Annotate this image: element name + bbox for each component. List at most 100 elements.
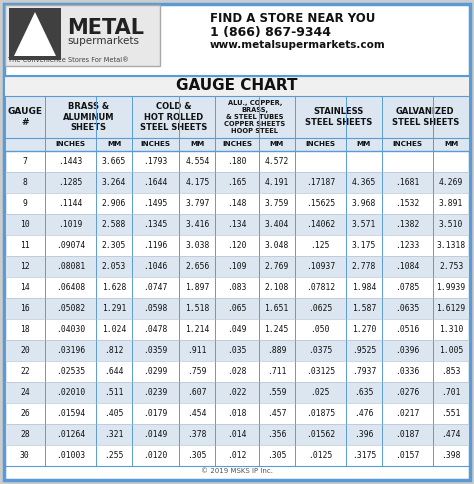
Text: 1.291: 1.291 [102, 304, 126, 313]
Text: .1532: .1532 [395, 199, 419, 208]
Text: .0299: .0299 [144, 367, 168, 376]
Text: 2.906: 2.906 [102, 199, 126, 208]
Text: .0336: .0336 [395, 367, 419, 376]
Text: www.metalsupermarkets.com: www.metalsupermarkets.com [210, 40, 386, 50]
Text: METAL: METAL [67, 18, 144, 38]
Text: 1.984: 1.984 [352, 283, 376, 292]
Text: .09074: .09074 [56, 241, 85, 250]
Text: .0239: .0239 [144, 388, 168, 397]
Bar [5, 172, 469, 193]
Text: .305: .305 [267, 451, 286, 460]
Text: .148: .148 [227, 199, 247, 208]
Text: INCHES: INCHES [392, 141, 423, 148]
Text: .551: .551 [441, 409, 461, 418]
Text: .1285: .1285 [58, 178, 82, 187]
Text: .17187: .17187 [306, 178, 335, 187]
Text: 1.024: 1.024 [102, 325, 126, 334]
Text: INCHES: INCHES [305, 141, 335, 148]
Text: 8: 8 [22, 178, 27, 187]
Text: .701: .701 [441, 388, 461, 397]
Text: 1.897: 1.897 [185, 283, 210, 292]
Text: MM: MM [444, 141, 458, 148]
Text: .180: .180 [227, 157, 247, 166]
Text: 24: 24 [20, 388, 30, 397]
Text: 3.510: 3.510 [439, 220, 464, 229]
Text: .635: .635 [354, 388, 374, 397]
Text: .0359: .0359 [144, 346, 168, 355]
Text: 9: 9 [22, 199, 27, 208]
Text: 3.1318: 3.1318 [437, 241, 466, 250]
Text: .03196: .03196 [56, 346, 85, 355]
Text: 4.269: 4.269 [439, 178, 464, 187]
Text: .378: .378 [188, 430, 207, 439]
Text: 3.571: 3.571 [352, 220, 376, 229]
Text: .305: .305 [188, 451, 207, 460]
Text: .0120: .0120 [144, 451, 168, 460]
Text: .7937: .7937 [352, 367, 376, 376]
Text: .08081: .08081 [56, 262, 85, 271]
Text: 1.6129: 1.6129 [437, 304, 466, 313]
Text: 10: 10 [20, 220, 30, 229]
Bar [5, 214, 469, 235]
Text: .0375: .0375 [308, 346, 332, 355]
Text: BRASS &
ALUMINUM
SHEETS: BRASS & ALUMINUM SHEETS [63, 102, 114, 132]
Text: 18: 18 [20, 325, 30, 334]
Text: .07812: .07812 [306, 283, 335, 292]
Text: MM: MM [107, 141, 121, 148]
Text: 30: 30 [20, 451, 30, 460]
Text: © 2019 MSKS IP Inc.: © 2019 MSKS IP Inc. [201, 468, 273, 474]
Text: .10937: .10937 [306, 262, 335, 271]
Text: 1.310: 1.310 [439, 325, 464, 334]
Text: .109: .109 [227, 262, 247, 271]
Text: GALVANIZED
STEEL SHEETS: GALVANIZED STEEL SHEETS [392, 107, 459, 127]
Text: .0785: .0785 [395, 283, 419, 292]
Text: 2.108: 2.108 [264, 283, 289, 292]
Text: INCHES: INCHES [141, 141, 171, 148]
Bar [5, 256, 469, 277]
Text: .454: .454 [188, 409, 207, 418]
Text: .457: .457 [267, 409, 286, 418]
Text: .012: .012 [227, 451, 247, 460]
Text: 3.404: 3.404 [264, 220, 289, 229]
Text: 2.588: 2.588 [102, 220, 126, 229]
Text: .125: .125 [310, 241, 330, 250]
Text: .396: .396 [354, 430, 374, 439]
Text: MM: MM [190, 141, 204, 148]
Text: .1019: .1019 [58, 220, 82, 229]
Text: .911: .911 [188, 346, 207, 355]
Bar [5, 298, 469, 319]
Bar [5, 5, 160, 66]
Text: STAINLESS
STEEL SHEETS: STAINLESS STEEL SHEETS [304, 107, 372, 127]
Text: 1.518: 1.518 [185, 304, 210, 313]
Text: .759: .759 [188, 367, 207, 376]
Polygon shape [14, 12, 56, 56]
Text: .1233: .1233 [395, 241, 419, 250]
Text: 2.656: 2.656 [185, 262, 210, 271]
Text: .607: .607 [188, 388, 207, 397]
Text: .025: .025 [310, 388, 330, 397]
Bar [9, 8, 61, 60]
Text: 12: 12 [20, 262, 30, 271]
Text: .1046: .1046 [144, 262, 168, 271]
Bar [5, 424, 469, 445]
Text: .0478: .0478 [144, 325, 168, 334]
Text: The Convenience Stores For Metal®: The Convenience Stores For Metal® [8, 57, 129, 63]
Text: 16: 16 [20, 304, 30, 313]
Text: .0157: .0157 [395, 451, 419, 460]
Text: 14: 14 [20, 283, 30, 292]
Text: 3.416: 3.416 [185, 220, 210, 229]
Text: 2.753: 2.753 [439, 262, 464, 271]
Text: .474: .474 [441, 430, 461, 439]
Text: 1.9939: 1.9939 [437, 283, 466, 292]
Text: .0187: .0187 [395, 430, 419, 439]
Text: GAUGE
#: GAUGE # [7, 107, 42, 127]
Text: .559: .559 [267, 388, 286, 397]
Text: .853: .853 [441, 367, 461, 376]
Text: .049: .049 [227, 325, 247, 334]
Text: .15625: .15625 [306, 199, 335, 208]
Text: .255: .255 [104, 451, 124, 460]
Text: .3175: .3175 [352, 451, 376, 460]
Text: 4.554: 4.554 [185, 157, 210, 166]
Text: .01003: .01003 [56, 451, 85, 460]
Text: 4.175: 4.175 [185, 178, 210, 187]
